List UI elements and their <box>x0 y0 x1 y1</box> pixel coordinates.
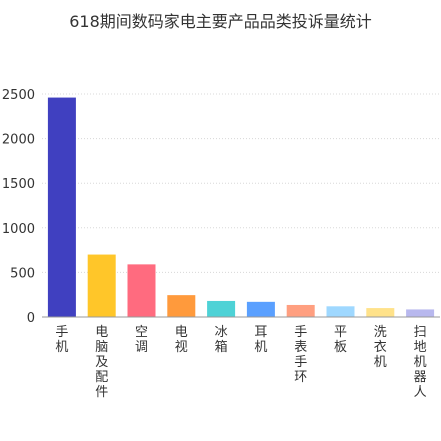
category-label: 扫地机器人 <box>414 325 427 400</box>
category-label: 空调 <box>135 325 148 355</box>
category-label: 耳机 <box>254 325 267 355</box>
category-label: 手机 <box>55 325 68 355</box>
bar <box>366 308 395 317</box>
category-label: 电视 <box>175 325 188 355</box>
y-axis-ticks: 0 500 1000 1500 2000 2500 <box>2 88 35 326</box>
y-tick-label: 1500 <box>2 177 35 192</box>
chart-title: 618期间数码家电主要产品品类投诉量统计 <box>69 12 372 31</box>
category-label: 手表手环 <box>294 325 307 385</box>
category-label: 洗衣机 <box>374 325 387 370</box>
bar <box>406 309 435 317</box>
bar <box>167 295 196 317</box>
bars <box>47 97 435 318</box>
bar <box>207 300 236 317</box>
bar <box>246 301 275 317</box>
grid-lines <box>42 93 440 273</box>
category-label: 电脑及配件 <box>95 325 108 400</box>
y-tick-label: 500 <box>10 266 35 281</box>
y-tick-label: 1000 <box>2 222 35 237</box>
y-tick-label: 0 <box>27 311 35 326</box>
y-tick-label: 2500 <box>2 88 35 103</box>
bar <box>286 304 315 317</box>
bar <box>326 306 355 317</box>
bar <box>47 97 76 318</box>
category-label: 冰箱 <box>215 325 228 355</box>
category-label: 平板 <box>334 325 347 355</box>
bar <box>87 254 116 317</box>
y-tick-label: 2000 <box>2 133 35 148</box>
bar <box>127 264 156 317</box>
